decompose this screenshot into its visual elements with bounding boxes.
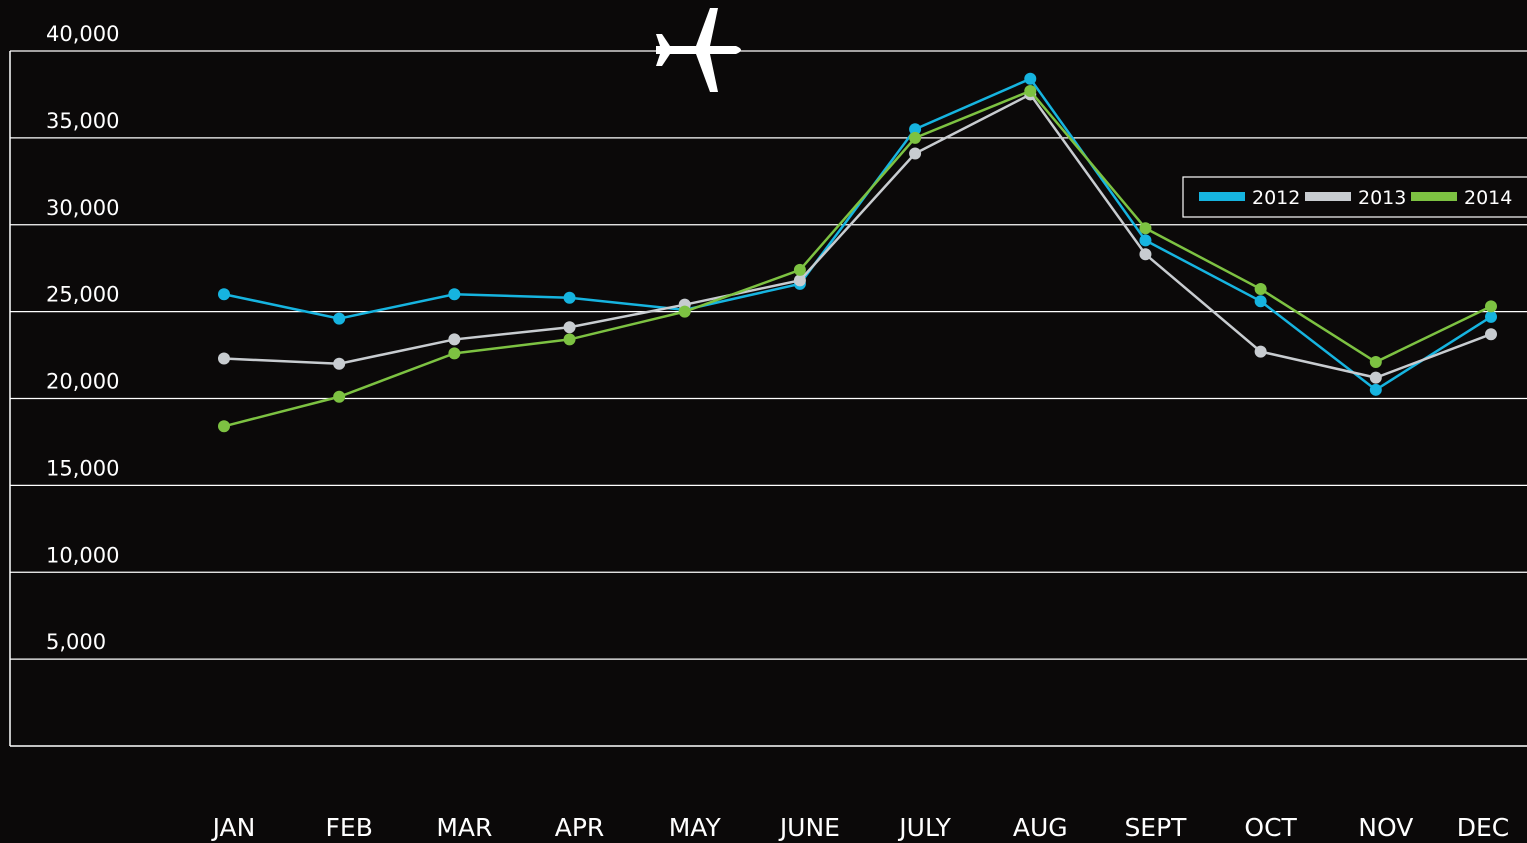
legend-swatch: [1305, 192, 1351, 201]
legend-swatch: [1199, 192, 1245, 201]
data-point: [448, 333, 461, 346]
y-tick-label: 35,000: [46, 109, 119, 133]
data-point: [563, 321, 576, 334]
data-point: [793, 263, 806, 276]
data-point: [1485, 328, 1497, 341]
data-point: [448, 347, 461, 360]
data-point: [678, 305, 691, 318]
data-point: [1369, 371, 1382, 384]
data-point: [333, 357, 346, 370]
series-line: [223, 89, 1492, 428]
y-tick-label: 30,000: [46, 196, 119, 220]
x-tick-label: AUG: [1013, 813, 1068, 842]
data-point: [1139, 234, 1152, 247]
legend-swatch: [1411, 192, 1457, 201]
x-tick-label: SEPT: [1124, 813, 1187, 842]
data-point: [1024, 72, 1037, 85]
x-tick-label: JULY: [897, 813, 951, 842]
data-point: [1024, 84, 1037, 97]
data-point: [909, 147, 922, 160]
data-point: [333, 390, 346, 403]
y-tick-label: 20,000: [46, 370, 119, 394]
data-point: [1485, 310, 1497, 323]
x-tick-label: APR: [555, 813, 605, 842]
x-tick-label: JAN: [211, 813, 256, 842]
x-tick-label: MAY: [669, 813, 722, 842]
x-tick-label: JUNE: [778, 813, 840, 842]
data-point: [909, 123, 922, 136]
legend-label: 2013: [1358, 187, 1406, 209]
data-point: [793, 274, 806, 287]
x-tick-label: OCT: [1244, 813, 1297, 842]
data-point: [1254, 345, 1267, 358]
data-point: [1139, 248, 1152, 261]
data-point: [909, 131, 922, 144]
data-point: [1369, 383, 1382, 396]
y-tick-label: 40,000: [46, 22, 119, 46]
x-tick-label: DEC: [1457, 813, 1510, 842]
y-tick-label: 10,000: [46, 543, 119, 567]
x-tick-label: MAR: [436, 813, 492, 842]
airplane-icon: [656, 8, 741, 92]
data-point: [1369, 356, 1382, 369]
data-point: [563, 333, 576, 346]
series-line: [223, 92, 1492, 379]
x-tick-label: FEB: [326, 813, 373, 842]
data-point: [218, 352, 230, 365]
data-point: [1254, 295, 1267, 308]
legend-label: 2014: [1464, 187, 1512, 209]
legend-label: 2012: [1252, 187, 1300, 209]
data-point: [563, 291, 576, 304]
data-point: [1254, 283, 1267, 296]
y-tick-label: 25,000: [46, 283, 119, 307]
data-point: [1139, 222, 1152, 235]
series-line: [223, 77, 1492, 392]
data-point: [333, 312, 346, 325]
y-tick-label: 5,000: [46, 630, 106, 654]
y-tick-label: 15,000: [46, 456, 119, 480]
data-point: [218, 420, 230, 433]
x-tick-label: NOV: [1358, 813, 1413, 842]
data-point: [1485, 300, 1497, 313]
data-point: [448, 288, 461, 301]
data-point: [218, 288, 230, 301]
